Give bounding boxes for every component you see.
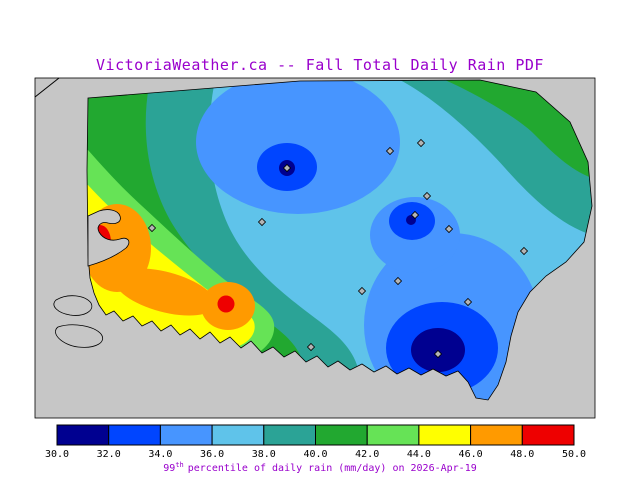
station-marker-icon [410, 210, 420, 220]
caption-number: 99 [163, 463, 175, 474]
colorbar-tick-label: 48.0 [510, 449, 534, 460]
station-marker-icon [422, 191, 432, 201]
caption: 99th percentile of daily rain (mm/day) on… [163, 461, 476, 474]
colorbar-tick-label: 32.0 [97, 449, 121, 460]
colorbar-tick-label: 38.0 [252, 449, 276, 460]
station-marker-icon [444, 224, 454, 234]
colorbar-tick-label: 30.0 [45, 449, 69, 460]
station-marker-icon [306, 342, 316, 352]
station-marker-icon [385, 146, 395, 156]
station-marker-icon [257, 217, 267, 227]
colorbar-tick-label: 50.0 [562, 449, 586, 460]
inlet-west [87, 209, 130, 267]
station-marker-icon [519, 246, 529, 256]
station-marker-icon [357, 286, 367, 296]
colorbar-tick-label: 42.0 [355, 449, 379, 460]
colorbar-tick-label: 36.0 [200, 449, 224, 460]
map [34, 77, 596, 419]
colorbar-border [56, 424, 575, 446]
station-marker-icon [147, 223, 157, 233]
contour-low-34-36-north [196, 80, 400, 214]
colorbar-cell [470, 424, 523, 446]
station-marker-icon [416, 138, 426, 148]
coastline-domain-outline [86, 79, 593, 401]
colorbar-cell [108, 424, 161, 446]
colorbar-tick-labels: 30.0 32.0 34.0 36.0 38.0 40.0 42.0 44.0 46.0 48.0… [45, 449, 586, 460]
caption-rest: percentile of daily rain (mm/day) on 202… [188, 463, 477, 474]
contour-max-46-48-coast [114, 268, 216, 316]
caption-ordinal: th [175, 461, 183, 469]
colorbar-cell [418, 424, 472, 446]
station-marker-icon [463, 297, 473, 307]
island-southwest-1 [53, 295, 93, 316]
colorbar-cell [56, 424, 110, 446]
colorbar-cell [315, 424, 368, 446]
contour-max-48-50-south [217, 295, 235, 313]
colorbar-tick-label: 44.0 [407, 449, 431, 460]
colorbar-cell [521, 424, 575, 446]
colorbar-cell [211, 424, 265, 446]
station-marker-icon [393, 276, 403, 286]
colorbar-tick-label: 34.0 [148, 449, 172, 460]
colorbar: 30.0 32.0 34.0 36.0 38.0 40.0 42.0 44.0 46.0 48.0… [45, 424, 586, 460]
colorbar-cell [366, 424, 420, 446]
island-southwest-2 [55, 324, 103, 348]
station-markers [147, 138, 529, 359]
colorbar-tick-label: 40.0 [303, 449, 327, 460]
colorbar-tick-label: 46.0 [459, 449, 483, 460]
colorbar-cell [159, 424, 213, 446]
colorbar-cells [56, 424, 575, 446]
colorbar-cell [263, 424, 316, 446]
station-marker-icon [282, 163, 292, 173]
page-title: VictoriaWeather.ca -- Fall Total Daily R… [96, 56, 544, 74]
coastline-nw-corner [34, 77, 60, 98]
station-marker-icon [433, 349, 443, 359]
